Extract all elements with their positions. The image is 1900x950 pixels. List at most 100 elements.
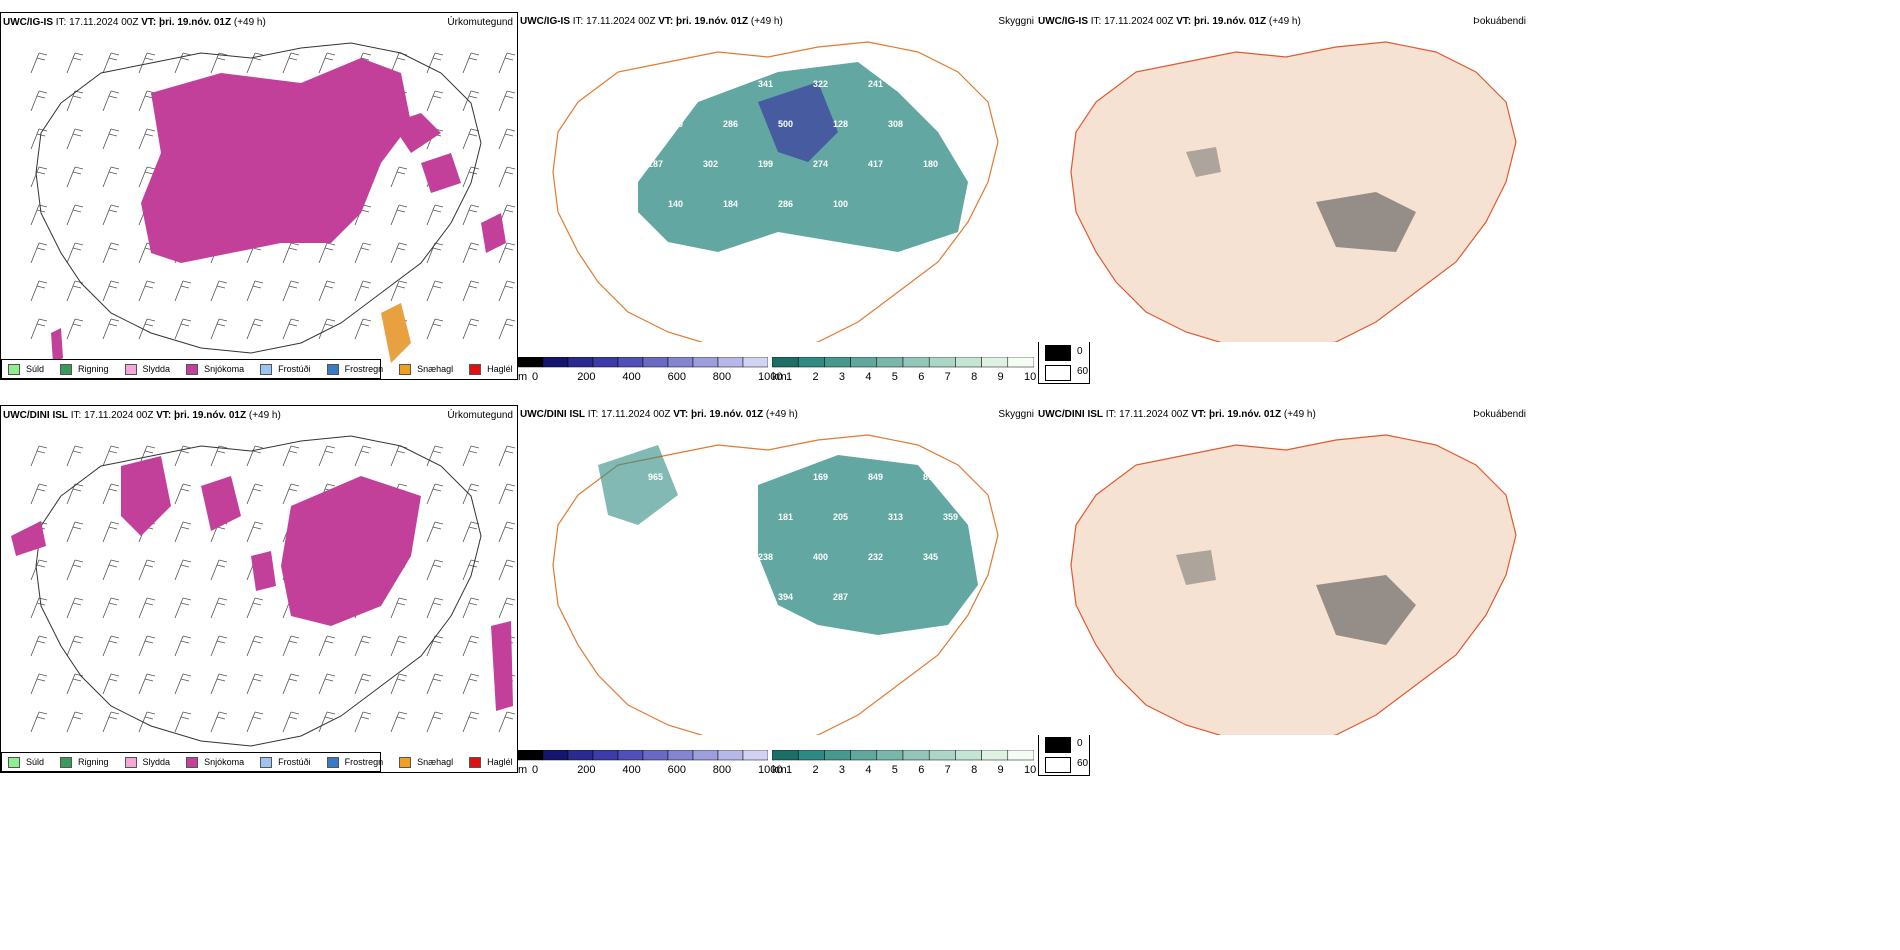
snow-region: [141, 58, 411, 263]
colorbar-cell: [955, 750, 982, 761]
cloud-height-label: 400: [813, 552, 828, 562]
it-value: 17.11.2024 00Z: [69, 17, 139, 28]
wind-barb: [174, 483, 192, 505]
legend-swatch: [399, 756, 412, 768]
wind-barb: [138, 597, 156, 619]
cloud-height-label: 480: [703, 79, 718, 89]
cloud-height-label: 417: [868, 159, 883, 169]
cloud-header-row2: UWC/DINI ISL IT: 17.11.2024 00Z VT: þri.…: [520, 409, 798, 420]
legend-swatch: [326, 756, 339, 768]
cloud-height-label: 433: [703, 552, 718, 562]
colorbar-tick-label: 7: [944, 764, 951, 773]
cloud-height-label: 232: [868, 552, 883, 562]
cloud-height-label: 610: [703, 472, 718, 482]
wind-barb: [282, 280, 300, 302]
wind-barb: [390, 635, 408, 657]
cloud-height-label: 182: [648, 552, 663, 562]
colorbar-tick-label: 400: [622, 371, 641, 380]
precip-map-row1: [30, 42, 516, 363]
wind-barb: [426, 521, 444, 543]
model-name: UWC/IG-IS: [1038, 16, 1088, 27]
vt-value: þri. 19.nóv. 01Z: [691, 409, 764, 420]
colorbar-cell: [955, 357, 982, 368]
legend-label: Haglél: [487, 757, 513, 767]
wind-barb: [174, 711, 192, 733]
visibility-colorbar-row1: km 1 2 3 4 5 6 7 8 9 10: [772, 357, 1036, 380]
wind-barb: [210, 711, 228, 733]
wind-barb: [426, 280, 444, 302]
colorbar-tick-label: 6: [918, 371, 925, 380]
cloud-height-label: 205: [833, 512, 848, 522]
cloud-header-row1: UWC/IG-IS IT: 17.11.2024 00Z VT: þri. 19…: [520, 16, 783, 27]
wind-barb: [66, 204, 84, 226]
wind-barb: [66, 166, 84, 188]
wind-barb: [426, 90, 444, 112]
legend-swatch: [260, 756, 273, 768]
wind-barb: [30, 166, 48, 188]
wind-barb: [426, 559, 444, 581]
legend-item: Rigning: [60, 756, 109, 768]
colorbar-tick-label: 8: [971, 764, 978, 773]
legend-label: Frostúði: [278, 757, 311, 767]
iceland-road-outline: [552, 434, 999, 735]
colorbar-tick-label: 400: [622, 764, 641, 773]
colorbar-tick-label: 3: [838, 764, 845, 773]
cloud-height-label: 281: [923, 79, 938, 89]
model-name: UWC/IG-IS: [3, 17, 53, 28]
colorbar-tick-label: 9: [997, 371, 1004, 380]
colorbar-tick-label: 1000: [758, 371, 783, 380]
wind-barb: [246, 635, 264, 657]
wind-barb: [390, 445, 408, 467]
colorbar-tick-label: 1: [786, 371, 793, 380]
it-label: IT:: [572, 16, 584, 27]
fog-map-row2: [1070, 434, 1517, 735]
cloud-panel-row1: 441 480 341 322 241 281 160 286 500 128 308 690 187 3…: [518, 12, 1038, 380]
wind-barb: [426, 711, 444, 733]
fog-header-row2: UWC/DINI ISL IT: 17.11.2024 00Z VT: þri.…: [1038, 409, 1316, 420]
wind-barb: [318, 711, 336, 733]
fog-legend-top: 0: [1077, 346, 1083, 357]
legend-swatch: [124, 756, 137, 768]
legend-label: Snjókoma: [204, 364, 245, 374]
legend-item: Súld: [8, 363, 44, 375]
legend-swatch: [8, 756, 20, 768]
legend-swatch: [469, 756, 482, 768]
legend-swatch: [399, 363, 412, 375]
iceland-outline: [35, 42, 482, 354]
wind-barb: [390, 673, 408, 695]
cloud-height-label: 849: [868, 472, 883, 482]
wind-barb: [246, 521, 264, 543]
vt-value: þri. 19.nóv. 01Z: [676, 16, 749, 27]
wind-barb: [390, 242, 408, 264]
wind-barb: [30, 597, 48, 619]
cloud-height-label: 241: [868, 79, 883, 89]
wind-barb: [462, 280, 480, 302]
wind-barb: [138, 673, 156, 695]
cloud-height-label: 341: [758, 79, 773, 89]
wind-barb: [246, 597, 264, 619]
cloud-height-label: 394: [778, 592, 793, 602]
wind-barb: [498, 483, 516, 505]
legend-swatch: [8, 363, 20, 375]
cloud-title-row2: Skyggni: [998, 409, 1034, 420]
wind-barb: [354, 711, 372, 733]
fog-legend-bottom: 60: [1077, 758, 1089, 769]
colorbar-cell: [567, 750, 594, 761]
cloud-height-labels: 965 610 220 169 849 879 486 422 181 205 313 359 182 4…: [648, 472, 958, 602]
wind-barb: [462, 52, 480, 74]
wind-barb: [102, 280, 120, 302]
wind-barb: [426, 318, 444, 340]
legend-label: Frostregn: [344, 757, 384, 767]
wind-barb: [498, 166, 516, 188]
lead-time: (+49 h): [1268, 16, 1301, 27]
wind-barb: [138, 128, 156, 150]
wind-barb: [210, 280, 228, 302]
legend-label: Súld: [26, 757, 45, 767]
fog-legend-bottom: 60: [1077, 366, 1089, 377]
colorbar-cell: [642, 750, 669, 761]
colorbar-cell: [1007, 357, 1034, 368]
cloud-height-label: 279: [723, 592, 738, 602]
wind-barb: [174, 318, 192, 340]
wind-barb: [174, 673, 192, 695]
cloud-base-colorbar-row2: m 0 200 400 600 800 1000: [518, 750, 782, 773]
